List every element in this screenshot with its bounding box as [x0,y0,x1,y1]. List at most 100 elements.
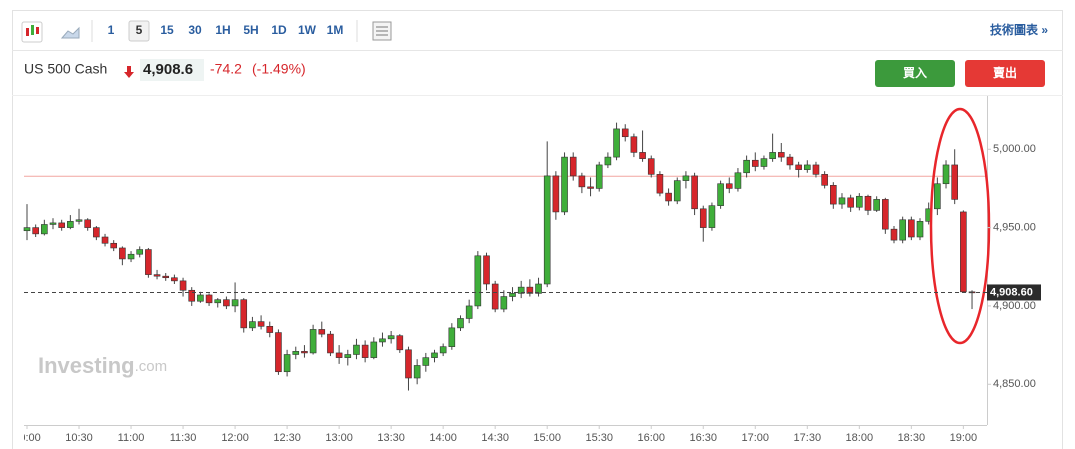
candle-body [162,275,170,279]
candle-body [32,227,39,235]
candle-body [223,299,230,307]
x-tick-label: 13:00 [325,432,353,444]
candle-body [474,255,482,307]
candle-body [379,338,386,343]
icon-candle [31,25,34,35]
candle-body [257,321,265,327]
interval-button[interactable]: 15 [160,23,174,37]
candle-body [613,128,620,158]
interval-button[interactable]: 1 [108,23,115,37]
sell-label: 賣出 [992,65,1017,80]
candle-body [942,164,950,185]
watermark-brand: Investing [38,353,135,378]
candle-body [803,164,811,170]
x-tick-label: 19:00 [950,432,978,444]
x-tick-label: 17:30 [794,432,822,444]
candle-body [353,344,360,355]
interval-button[interactable]: 5 [136,23,143,37]
candle-body [431,352,438,358]
candle-body [630,136,638,153]
candle-body [361,344,369,358]
interval-button[interactable]: 30 [188,23,202,37]
x-tick-label: 12:30 [273,432,301,444]
candle-body [595,164,603,189]
candle-body [283,354,291,373]
technical-chart-link[interactable]: 技術圖表 » [990,22,1048,37]
last-price-box [987,284,1041,301]
change-percent: (-1.49%) [252,61,306,77]
candle-body [171,277,178,282]
x-tick-label: 12:00 [221,432,249,444]
icon-candle [26,28,29,36]
candle-icon[interactable] [21,21,43,43]
candle-body [439,346,447,354]
candle-body [691,175,698,210]
candle-body [266,325,274,333]
highlight-ellipse [929,107,991,345]
candle-body [240,299,248,329]
candle-body [786,156,794,166]
candle-body [647,158,655,175]
candle-body [908,219,915,238]
candle-body [916,221,924,238]
interval-button[interactable]: 1M [327,23,344,37]
candle-body [457,318,464,329]
candle-body [214,299,222,304]
instrument: US 500 Cash [24,61,107,77]
y-tick-label: 4,850.00 [993,378,1036,390]
candle-body [569,156,577,177]
candle-body [448,327,456,347]
candle-body [561,156,568,213]
area-icon[interactable] [60,26,80,39]
x-tick-label: 18:30 [898,432,926,444]
candle-body [838,197,846,205]
interval-button[interactable]: 1H [215,23,230,37]
candle-body [370,341,378,358]
y-tick-label: 4,950.00 [993,222,1036,234]
x-tick-label: 16:30 [689,432,717,444]
candle-body [526,286,534,294]
candle-body [110,242,117,249]
candle-body [517,286,525,294]
candle-body [309,329,317,354]
candle-body [344,354,352,358]
candle-body [734,172,742,189]
candle-body [119,247,126,260]
interval-button[interactable]: 1D [271,23,287,37]
candle-body [725,183,733,189]
candle-body [396,335,404,351]
x-tick-label: 18:00 [846,432,874,444]
candle-body [292,351,300,355]
sell-button[interactable] [965,60,1045,87]
candle-body [500,296,508,310]
candle-body [179,280,187,291]
candle-body [136,249,144,255]
buy-button[interactable] [875,60,955,87]
candle-body [717,183,724,206]
candle-body [75,219,83,222]
plot [23,122,987,391]
candle-body [335,352,343,358]
candle-body [795,164,802,170]
candle-body [301,351,308,354]
candle-body [743,159,750,174]
interval-button[interactable]: 1W [298,23,317,37]
candle-body [49,222,57,225]
candle-body [93,227,100,238]
interval-button[interactable]: 5H [243,23,258,37]
icon-candle [36,27,39,34]
indicator-icon[interactable] [372,21,392,41]
candle-body [899,219,906,241]
candle-body [699,208,707,228]
candle-body [413,365,421,379]
x-tick-label: 14:30 [481,432,509,444]
candle-body [708,205,716,228]
price-bg [140,59,204,81]
candle-body [769,152,776,159]
x-tick-label: 14:00 [429,432,457,444]
candle-body [127,253,135,260]
watermark: Investing.com [38,353,167,378]
candle-body [101,236,109,244]
candle-body [751,159,759,167]
